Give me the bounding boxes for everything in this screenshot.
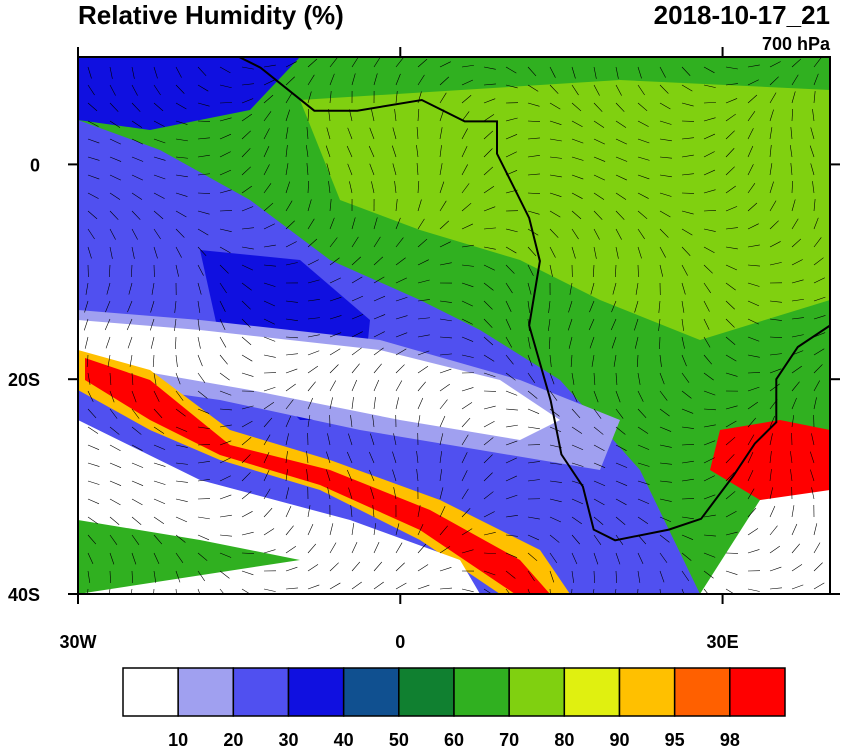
colorbar-box xyxy=(399,668,454,716)
colorbar-box xyxy=(178,668,233,716)
colorbar-label: 98 xyxy=(720,730,740,750)
valid-time: 2018-10-17_21 xyxy=(654,0,830,30)
colorbar-box xyxy=(233,668,288,716)
x-tick-label: 30W xyxy=(59,632,96,652)
colorbar-label: 95 xyxy=(665,730,685,750)
colorbar-label: 50 xyxy=(389,730,409,750)
title: Relative Humidity (%) xyxy=(78,0,344,30)
colorbar-label: 60 xyxy=(444,730,464,750)
colorbar-label: 90 xyxy=(609,730,629,750)
y-tick-label: 0 xyxy=(30,155,40,175)
level: 700 hPa xyxy=(762,34,831,54)
colorbar-box xyxy=(344,668,399,716)
colorbar: 10 20 30 40 50 60 70 80 90 95 98 xyxy=(123,668,785,750)
colorbar-label: 30 xyxy=(278,730,298,750)
colorbar-box xyxy=(509,668,564,716)
y-tick-label: 20S xyxy=(8,370,40,390)
colorbar-box xyxy=(730,668,785,716)
x-tick-label: 0 xyxy=(395,632,405,652)
colorbar-label: 80 xyxy=(554,730,574,750)
colorbar-label: 70 xyxy=(499,730,519,750)
colorbar-box xyxy=(289,668,344,716)
colorbar-label: 40 xyxy=(334,730,354,750)
colorbar-box xyxy=(564,668,619,716)
colorbar-box xyxy=(454,668,509,716)
colorbar-label: 10 xyxy=(168,730,188,750)
map xyxy=(78,57,830,601)
colorbar-box xyxy=(620,668,675,716)
x-tick-label: 30E xyxy=(707,632,739,652)
y-tick-label: 40S xyxy=(8,585,40,605)
colorbar-label: 20 xyxy=(223,730,243,750)
colorbar-box xyxy=(675,668,730,716)
colorbar-box xyxy=(123,668,178,716)
